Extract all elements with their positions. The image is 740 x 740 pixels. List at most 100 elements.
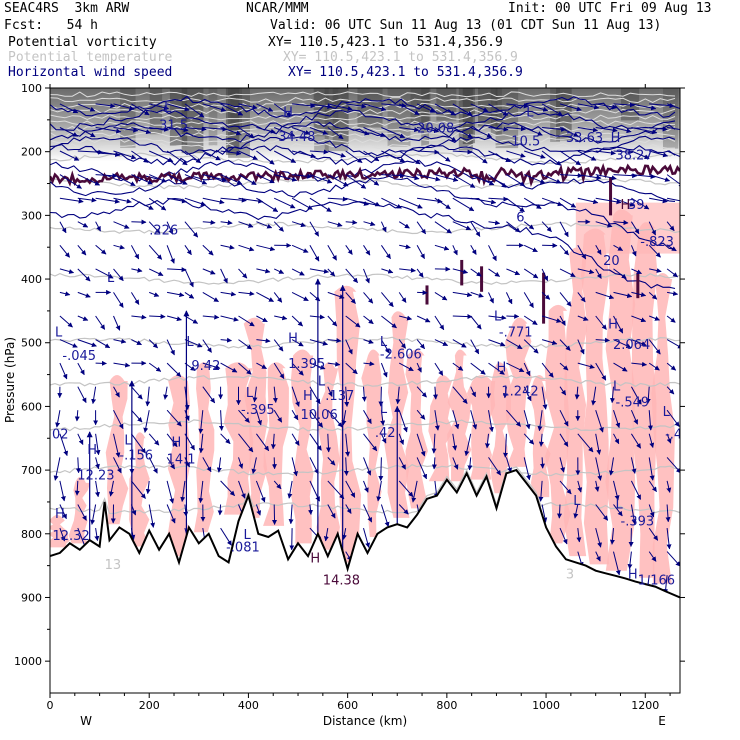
wind-vector [577, 197, 599, 205]
field-xy-pv: XY= 110.5,423.1 to 531.4,356.9 [268, 35, 503, 50]
wind-vector [649, 174, 671, 182]
wind-vector [613, 504, 623, 517]
pv-label: 1.166 [638, 574, 675, 589]
terrain-fill [50, 470, 680, 693]
wind-vector [148, 150, 174, 162]
wind-vector [255, 504, 262, 516]
wind-vector [523, 386, 532, 402]
wind-vector [470, 339, 480, 355]
wind-vectors [53, 102, 680, 595]
wind-vector [131, 127, 152, 135]
wind-vector [488, 457, 502, 476]
wind-vector [220, 337, 232, 343]
wind-vector [559, 433, 569, 447]
wind-vector [77, 127, 96, 138]
wind-vector [416, 339, 425, 350]
model-name: SEAC4RS 3km ARW [4, 1, 130, 16]
wind-vector [559, 292, 572, 307]
wind-vector [113, 221, 130, 229]
wind-vector [327, 127, 344, 140]
wind-vector [613, 173, 638, 179]
wind-vector [666, 362, 677, 371]
wind-vector [666, 457, 680, 474]
wind-vector [539, 457, 545, 469]
y-tick-label: 1000 [14, 655, 42, 668]
wind-vector [557, 504, 563, 519]
wind-vector [666, 103, 680, 110]
wind-vector [325, 433, 331, 453]
wind-vector [647, 410, 653, 431]
wind-vector [220, 220, 233, 226]
wind-speed-contour [50, 175, 676, 250]
wind-vector [363, 127, 386, 137]
wind-vector [256, 268, 271, 274]
terrain-profile [50, 468, 680, 693]
wind-vector [309, 314, 325, 320]
x-tick-label: 600 [337, 699, 358, 712]
wind-vector [452, 197, 475, 212]
wind-vector [523, 433, 535, 445]
wind-vector [220, 291, 237, 297]
wind-vector [184, 174, 208, 185]
wind-vector [291, 221, 306, 228]
wind-vector [238, 244, 255, 252]
tropopause-contour [50, 162, 680, 187]
wind-vector [256, 127, 276, 134]
wind-vector [577, 174, 602, 180]
pv-label: -.549 [616, 395, 650, 410]
wind-vector [434, 103, 456, 116]
wind-vector [591, 386, 597, 406]
wind-vector [630, 386, 642, 405]
wind-vector [343, 457, 349, 476]
wind-vector [631, 268, 642, 275]
wind-vector [166, 315, 182, 322]
pv-label: H [172, 436, 182, 451]
wind-vector [595, 174, 617, 181]
wind-vector [608, 457, 614, 476]
pv-plume [361, 349, 384, 537]
wind-vector [609, 528, 615, 545]
x-tick-label: 200 [139, 699, 160, 712]
wind-vector [309, 149, 329, 155]
wind-vector [309, 103, 333, 110]
wind-vector [363, 292, 374, 304]
wind-vector [363, 268, 370, 284]
wind-vector [166, 174, 188, 185]
wind-vector [94, 528, 100, 542]
pv-label: L [494, 309, 502, 324]
pv-plume [315, 362, 340, 550]
wind-vector [502, 386, 508, 399]
wind-vector [434, 150, 451, 162]
wind-vector [344, 386, 350, 407]
wind-vector [631, 174, 656, 180]
wind-vector [238, 197, 264, 204]
pv-label: 20 [603, 254, 620, 269]
wind-vector [309, 268, 329, 274]
wind-vector [452, 127, 473, 139]
wind-vector [523, 457, 531, 481]
wind-vector [523, 197, 542, 210]
wind-vector [416, 409, 426, 420]
y-tick-label: 700 [21, 464, 42, 477]
wind-vector [59, 221, 67, 234]
wind-vector [95, 433, 101, 456]
wind-vector [95, 197, 120, 204]
wind-vector [523, 221, 535, 230]
wind-vector [77, 149, 104, 155]
wind-vector [523, 292, 534, 309]
wind-vector [523, 244, 538, 253]
wind-vector [273, 103, 292, 117]
wind-vector [523, 410, 531, 430]
wind-vector [291, 386, 300, 407]
wind-vector [381, 173, 405, 179]
wind-vector [595, 362, 607, 381]
pv-extrema-labels: L.226L-.045L9.42H1.395L-2.606L-.771H2.06… [52, 101, 680, 589]
wind-vector [238, 457, 244, 469]
wind-vector [59, 197, 84, 204]
wind-vector [270, 433, 276, 450]
wind-speed-contour [50, 95, 676, 118]
pv-plume [544, 304, 571, 544]
pv-label: L [244, 528, 252, 543]
wind-vector [309, 197, 332, 213]
